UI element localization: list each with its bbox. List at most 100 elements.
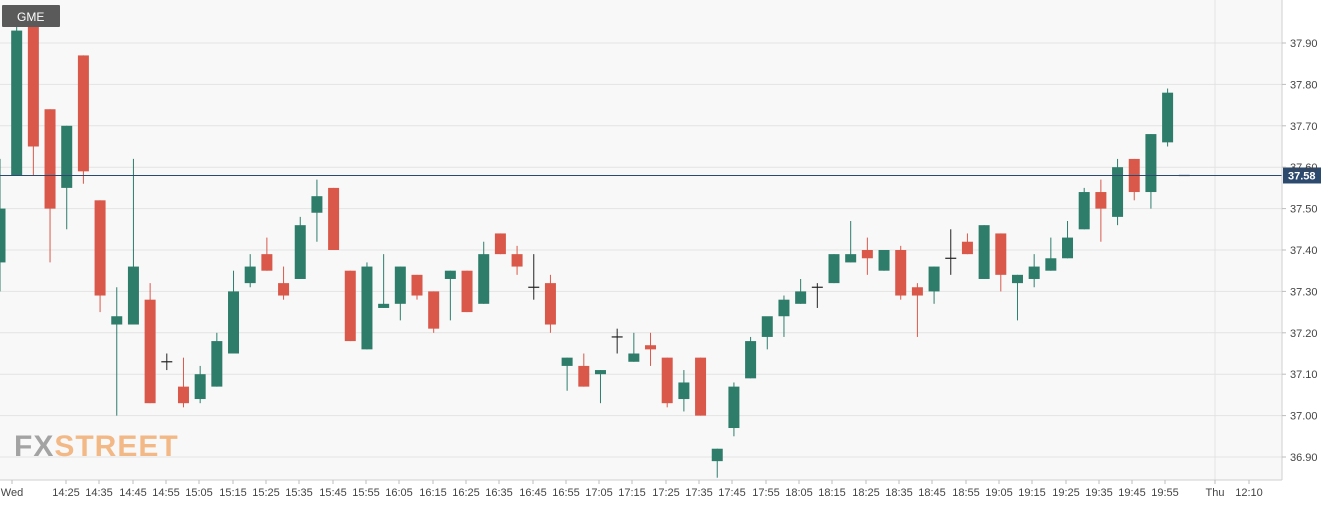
candle-body: [928, 266, 940, 292]
candle[interactable]: [394, 266, 406, 321]
candle[interactable]: [711, 448, 723, 478]
candle[interactable]: [945, 229, 957, 275]
candle[interactable]: [344, 270, 356, 342]
candle[interactable]: [911, 283, 923, 337]
candle[interactable]: [77, 55, 89, 184]
candle-body: [228, 291, 240, 354]
candle[interactable]: [361, 262, 373, 350]
candle[interactable]: [528, 254, 540, 300]
candle[interactable]: [311, 179, 323, 242]
candle[interactable]: [494, 233, 506, 255]
x-tick-label: 19:55: [1151, 487, 1179, 499]
candle[interactable]: [661, 357, 673, 408]
candle[interactable]: [1145, 134, 1157, 209]
candle[interactable]: [1095, 179, 1107, 242]
candle-body: [244, 266, 256, 284]
candle[interactable]: [478, 241, 490, 304]
x-tick-label: 18:05: [785, 487, 813, 499]
candle[interactable]: [177, 357, 189, 408]
candle-body: [728, 386, 740, 429]
candle[interactable]: [745, 336, 757, 379]
candle[interactable]: [144, 283, 156, 404]
candle[interactable]: [1011, 274, 1023, 321]
candle[interactable]: [795, 278, 807, 304]
symbol-badge[interactable]: GME: [2, 5, 60, 27]
candle[interactable]: [878, 250, 890, 271]
candle[interactable]: [378, 254, 390, 308]
x-tick-label: 17:15: [618, 487, 646, 499]
candle[interactable]: [995, 233, 1007, 292]
x-tick-label: 15:25: [252, 487, 280, 499]
candle-body: [0, 208, 6, 263]
candle[interactable]: [27, 5, 39, 176]
candle[interactable]: [845, 221, 857, 263]
candle[interactable]: [828, 254, 840, 284]
candle[interactable]: [328, 187, 340, 250]
x-tick-label: 19:15: [1018, 487, 1046, 499]
candle[interactable]: [578, 353, 590, 387]
candle[interactable]: [261, 237, 273, 271]
candle-body: [695, 357, 707, 416]
candle-body: [578, 365, 590, 387]
candle[interactable]: [1112, 158, 1124, 226]
candle[interactable]: [161, 353, 173, 371]
candle-body: [1112, 167, 1124, 217]
candle[interactable]: [111, 287, 123, 416]
candle-body: [94, 200, 106, 296]
candle-body: [628, 353, 640, 362]
candle[interactable]: [194, 365, 206, 404]
x-tick-label: 14:55: [152, 487, 180, 499]
candle[interactable]: [244, 254, 256, 288]
candle[interactable]: [611, 328, 623, 354]
candle[interactable]: [211, 332, 223, 387]
candle[interactable]: [778, 295, 790, 337]
candle[interactable]: [561, 357, 573, 391]
candle[interactable]: [411, 274, 423, 300]
candle[interactable]: [294, 216, 306, 279]
candle[interactable]: [544, 274, 556, 333]
candle[interactable]: [61, 125, 73, 230]
candle[interactable]: [978, 225, 990, 279]
x-tick-label: 18:35: [885, 487, 913, 499]
candle-body: [411, 274, 423, 296]
candle[interactable]: [444, 270, 456, 321]
x-tick-label: 16:05: [385, 487, 413, 499]
candle[interactable]: [44, 109, 56, 263]
candle[interactable]: [1062, 221, 1074, 259]
candle[interactable]: [94, 200, 106, 313]
candle[interactable]: [127, 158, 139, 325]
candle[interactable]: [861, 237, 873, 275]
candle[interactable]: [0, 158, 6, 292]
x-tick-label: 17:45: [718, 487, 746, 499]
candle[interactable]: [928, 266, 940, 304]
candle[interactable]: [761, 316, 773, 350]
candle[interactable]: [1045, 237, 1057, 271]
candle[interactable]: [961, 233, 973, 255]
candle[interactable]: [678, 370, 690, 412]
y-tick-label: 36.90: [1290, 452, 1318, 464]
candle[interactable]: [895, 245, 907, 300]
candle-body: [961, 241, 973, 255]
candle[interactable]: [594, 370, 606, 404]
svg-text:FXSTREET: FXSTREET: [14, 430, 179, 463]
candle-body: [111, 316, 123, 325]
candle-body: [461, 270, 473, 313]
candle[interactable]: [645, 332, 657, 366]
candle[interactable]: [1028, 254, 1040, 288]
candle[interactable]: [1162, 88, 1174, 147]
candle[interactable]: [278, 266, 290, 300]
candle[interactable]: [811, 283, 823, 308]
candle-body: [294, 225, 306, 279]
candle[interactable]: [428, 291, 440, 333]
candle[interactable]: [461, 270, 473, 313]
candle[interactable]: [1078, 187, 1090, 230]
candle[interactable]: [728, 382, 740, 437]
candle[interactable]: [628, 332, 640, 362]
candle[interactable]: [695, 357, 707, 416]
candle-body: [711, 448, 723, 462]
candle[interactable]: [11, 18, 23, 176]
candle[interactable]: [511, 245, 523, 275]
candle[interactable]: [228, 270, 240, 354]
